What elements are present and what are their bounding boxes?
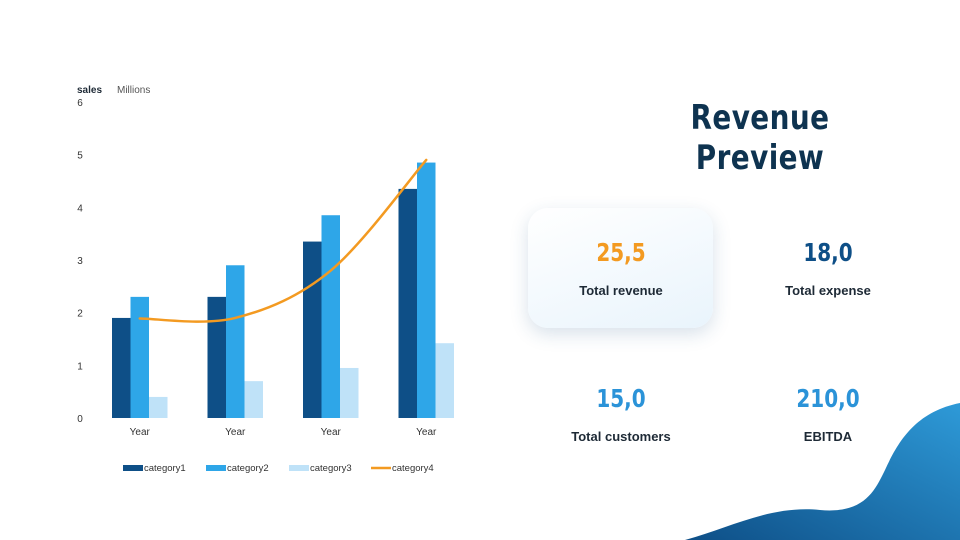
y-tick-label: 0: [77, 414, 83, 425]
legend-label-category4: category4: [392, 463, 434, 474]
stat-value-total-customers: 15,0: [596, 384, 646, 413]
x-tick-label: Year: [225, 427, 246, 438]
legend-label-category3: category3: [310, 463, 352, 474]
legend-swatch-category2: [206, 465, 226, 471]
stat-label-total-customers: Total customers: [571, 429, 671, 444]
stat-label-total-expense: Total expense: [785, 283, 871, 298]
y-tick-label: 1: [77, 361, 83, 372]
bar-category1: [303, 241, 322, 418]
line-category4: [138, 158, 428, 323]
stat-value-total-expense: 18,0: [803, 238, 853, 267]
bar-category3: [244, 381, 263, 418]
bar-category1: [112, 317, 131, 418]
legend-label-category2: category2: [227, 463, 269, 474]
y-tick-label: 4: [77, 203, 83, 214]
x-tick-label: Year: [321, 427, 342, 438]
bar-category1: [207, 296, 226, 418]
bar-category2: [130, 296, 149, 418]
bar-category2: [226, 265, 245, 418]
bar-category2: [417, 162, 436, 418]
bar-category2: [321, 215, 340, 418]
stat-label-total-revenue: Total revenue: [579, 283, 663, 298]
legend-swatch-category1: [123, 465, 143, 471]
y-axis-label: sales: [77, 85, 102, 96]
y-axis-unit: Millions: [117, 85, 150, 96]
y-tick-label: 3: [77, 256, 83, 267]
highlight-card: [528, 208, 713, 328]
bar-category3: [149, 396, 168, 418]
y-tick-label: 6: [77, 98, 83, 109]
legend-swatch-category3: [289, 465, 309, 471]
bar-category1: [398, 188, 417, 418]
y-tick-label: 5: [77, 151, 83, 162]
bar-category3: [340, 367, 359, 418]
stat-label-ebitda: EBITDA: [803, 429, 853, 444]
bar-category3: [435, 343, 454, 418]
stat-value-ebitda: 210,0: [796, 384, 860, 413]
stat-value-total-revenue: 25,5: [596, 238, 646, 267]
x-tick-label: Year: [416, 427, 437, 438]
legend-label-category1: category1: [144, 463, 186, 474]
x-tick-label: Year: [130, 427, 151, 438]
y-tick-label: 2: [77, 309, 83, 320]
page-title: Revenue Preview: [690, 98, 830, 178]
